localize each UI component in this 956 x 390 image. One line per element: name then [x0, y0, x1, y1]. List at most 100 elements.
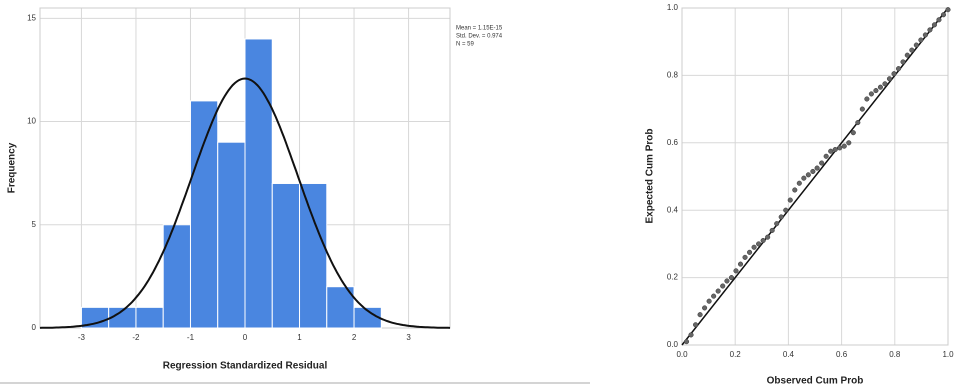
point — [742, 254, 748, 260]
point — [737, 261, 744, 267]
x-tick-label: 0.4 — [783, 350, 795, 359]
plot-frame — [681, 7, 949, 346]
point — [769, 227, 775, 233]
point — [720, 283, 726, 289]
y-tick-label: 0.4 — [667, 205, 679, 214]
point — [810, 168, 816, 174]
point — [945, 7, 951, 13]
x-axis-title: Regression Standardized Residual — [163, 361, 328, 372]
x-tick-label: 0 — [243, 333, 248, 342]
y-tick-label: 0 — [32, 323, 37, 332]
y-tick-label: 0.8 — [667, 71, 679, 80]
point — [846, 140, 852, 146]
point — [706, 298, 712, 304]
stat-label: Std. Dev. = 0.974 — [456, 34, 503, 40]
y-tick-label: 1.0 — [667, 3, 679, 12]
point — [765, 234, 771, 240]
y-tick-label: 0.6 — [667, 138, 679, 147]
point — [855, 120, 861, 126]
normal-curve — [39, 77, 451, 329]
y-tick-label: 10 — [27, 117, 36, 126]
point — [733, 268, 739, 274]
x-tick-label: -3 — [78, 333, 86, 342]
point — [868, 91, 874, 97]
point — [850, 130, 856, 136]
point — [693, 322, 699, 328]
point — [814, 165, 820, 171]
point — [891, 71, 897, 77]
point — [828, 148, 834, 154]
point — [774, 221, 780, 227]
x-axis-title: Observed Cum Prob — [767, 376, 864, 387]
y-tick-label: 15 — [27, 13, 36, 22]
point — [859, 106, 865, 112]
point — [900, 59, 906, 65]
point — [787, 197, 793, 203]
x-tick-label: 2 — [352, 333, 357, 342]
point — [778, 214, 784, 220]
x-tick-label: 0.8 — [889, 350, 901, 359]
x-tick-label: 0.6 — [836, 350, 848, 359]
point — [873, 88, 879, 94]
point — [760, 237, 766, 244]
x-tick-label: 1 — [297, 333, 302, 342]
point — [747, 249, 753, 255]
point — [927, 27, 933, 33]
point — [792, 187, 798, 193]
point — [751, 244, 757, 250]
point — [724, 278, 730, 284]
point — [837, 145, 843, 151]
point — [864, 96, 870, 102]
y-tick-label: 0.0 — [667, 340, 679, 349]
point — [841, 143, 847, 149]
point — [832, 146, 838, 153]
point — [918, 37, 924, 43]
point — [783, 207, 789, 213]
point — [728, 275, 735, 281]
bar — [217, 141, 246, 329]
point — [819, 160, 825, 166]
point — [913, 42, 919, 48]
y-tick-label: 0.2 — [667, 273, 679, 282]
x-tick-label: 0.0 — [676, 350, 688, 359]
point — [801, 175, 807, 181]
point — [711, 293, 717, 299]
point — [796, 180, 802, 186]
point — [877, 84, 883, 90]
y-tick-label: 5 — [32, 220, 37, 229]
x-tick-label: 1.0 — [942, 350, 954, 359]
point — [823, 153, 829, 159]
x-tick-label: 3 — [406, 333, 411, 342]
point — [940, 12, 947, 18]
point — [756, 241, 762, 247]
bar — [271, 182, 301, 329]
point — [688, 332, 694, 338]
bar — [189, 100, 219, 329]
point — [922, 32, 928, 38]
point — [909, 47, 915, 53]
point — [904, 52, 910, 58]
stat-label: N = 59 — [456, 42, 475, 48]
stat-label: Mean = 1.15E-15 — [456, 26, 503, 32]
point — [931, 22, 937, 28]
point — [882, 81, 888, 87]
x-tick-label: -2 — [132, 333, 140, 342]
point — [715, 288, 721, 294]
point — [936, 17, 942, 23]
point — [683, 339, 690, 345]
point — [895, 66, 902, 72]
x-tick-label: 0.2 — [730, 350, 742, 359]
point — [702, 305, 708, 311]
bar — [299, 182, 328, 329]
y-axis-title: Expected Cum Prob — [645, 128, 656, 223]
y-axis-title: Frequency — [7, 142, 18, 193]
point — [805, 172, 811, 178]
reference-line — [681, 7, 949, 346]
bar — [244, 38, 273, 329]
bar — [135, 306, 164, 329]
point — [886, 76, 893, 82]
point — [697, 312, 703, 318]
x-tick-label: -1 — [187, 333, 195, 342]
